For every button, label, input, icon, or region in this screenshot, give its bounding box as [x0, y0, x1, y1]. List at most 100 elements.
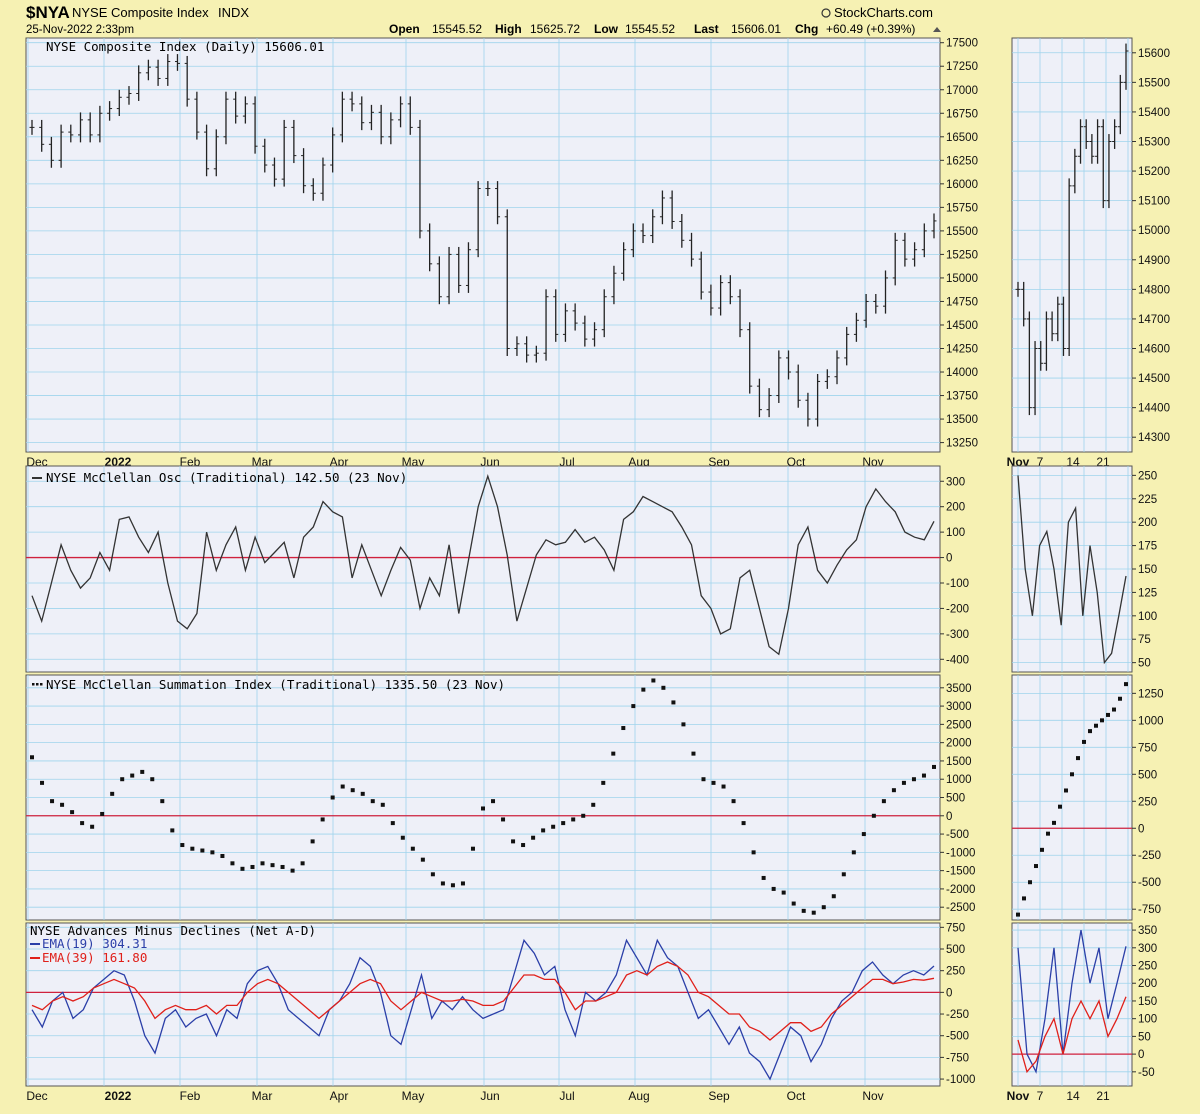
series-line-1 [1017, 996, 1127, 1074]
y-tick-label: 350 [1138, 925, 1157, 937]
y-tick-label: 100 [1138, 1014, 1157, 1026]
y-tick-label: 50 [1138, 658, 1151, 670]
summation-point [821, 905, 826, 910]
panel-bg [1011, 37, 1133, 453]
panel-5: 250 225 200 175 150 125 100 75 50 [1011, 465, 1157, 673]
summation-point [1124, 682, 1128, 687]
summation-point [691, 751, 696, 756]
summation-point [350, 788, 355, 793]
x-tick-label: Nov [862, 1089, 883, 1103]
summation-point [210, 850, 215, 855]
y-tick-label: 175 [1138, 541, 1157, 553]
summation-point [551, 824, 556, 829]
summation-point [601, 780, 606, 785]
x-tick-label: 14 [1066, 1089, 1080, 1103]
y-tick-label: -250 [1138, 850, 1161, 862]
summation-point [641, 687, 646, 692]
summation-point [501, 817, 506, 822]
summation-point [651, 678, 656, 683]
y-tick-label: 14600 [1138, 344, 1170, 356]
summation-point [871, 813, 876, 818]
summation-point [280, 864, 285, 869]
summation-point [200, 848, 205, 853]
y-tick-label: 1500 [946, 756, 972, 768]
header-datetime: 25-Nov-2022 2:33pm [26, 24, 134, 36]
y-tick-label: 250 [946, 966, 965, 978]
summation-point [260, 861, 265, 866]
summation-point [40, 780, 45, 785]
summation-point [310, 839, 315, 844]
summation-point [1088, 729, 1092, 734]
panel-4: 15600 15500 15400 15300 15200 15100 15000 14900… [1007, 37, 1170, 469]
summation-point [450, 883, 455, 888]
summation-point [470, 846, 475, 851]
x-tick-label: Feb [180, 1089, 201, 1103]
summation-point [90, 824, 95, 829]
summation-point [801, 908, 806, 913]
summation-point [120, 777, 125, 782]
summation-point [110, 791, 115, 796]
y-tick-label: 14800 [1138, 284, 1170, 296]
y-tick-label: 100 [946, 527, 965, 539]
summation-point [1022, 896, 1026, 901]
summation-point [631, 704, 636, 709]
summation-point [30, 755, 34, 760]
y-tick-label: 200 [1138, 978, 1157, 990]
y-tick-label: 150 [1138, 996, 1157, 1008]
y-tick-label: 17250 [946, 61, 978, 73]
summation-point [60, 802, 65, 807]
y-tick-label: 1000 [946, 774, 972, 786]
y-tick-label: 0 [1138, 823, 1144, 835]
y-tick-label: 14250 [946, 344, 978, 356]
summation-point [70, 810, 75, 815]
summation-point [170, 828, 175, 833]
y-tick-label: -1000 [946, 1074, 975, 1086]
summation-point [521, 843, 526, 848]
summation-point [370, 799, 375, 804]
open-label: Open [389, 22, 420, 36]
summation-point [240, 866, 245, 871]
summation-point [390, 821, 395, 826]
y-tick-label: 2500 [946, 719, 972, 731]
legend-summation-swatch [40, 683, 43, 686]
y-tick-label: 1000 [1138, 715, 1164, 727]
series-line-0 [31, 938, 935, 1081]
summation-point [891, 788, 896, 793]
y-tick-label: 16250 [946, 155, 978, 167]
summation-point [1070, 772, 1074, 777]
scroll-up-icon[interactable] [933, 27, 941, 32]
summation-point [721, 784, 726, 789]
high-value: 15625.72 [530, 22, 580, 36]
y-tick-label: 0 [946, 811, 952, 823]
summation-point [380, 802, 385, 807]
panel2-title: NYSE McClellan Osc (Traditional) 142.50 … [46, 470, 407, 485]
y-tick-label: 500 [1138, 769, 1157, 781]
y-tick-label: 14500 [1138, 373, 1170, 385]
summation-point [591, 802, 596, 807]
y-tick-label: -1000 [946, 847, 975, 859]
summation-point [932, 764, 936, 769]
summation-point [400, 835, 405, 840]
panel-bg [25, 465, 941, 673]
y-tick-label: 500 [946, 793, 965, 805]
y-tick-label: 14900 [1138, 255, 1170, 267]
y-tick-label: 0 [946, 553, 952, 565]
y-tick-label: 250 [1138, 470, 1157, 482]
summation-point [1046, 831, 1050, 836]
summation-point [611, 751, 616, 756]
quote-line: Open 15545.52 High 15625.72 Low 15545.52… [389, 22, 941, 36]
series-line-0 [31, 474, 935, 656]
panel-bg [1011, 674, 1133, 921]
summation-point [791, 901, 796, 906]
y-tick-label: 13250 [946, 438, 978, 450]
summation-point [571, 817, 576, 822]
y-tick-label: 15100 [1138, 196, 1170, 208]
y-tick-label: 3000 [946, 701, 972, 713]
summation-point [811, 910, 816, 915]
summation-point [1118, 696, 1122, 701]
summation-point [330, 795, 335, 800]
summation-point [741, 821, 746, 826]
summation-point [1064, 788, 1068, 793]
header-name: NYSE Composite Index [72, 5, 209, 20]
